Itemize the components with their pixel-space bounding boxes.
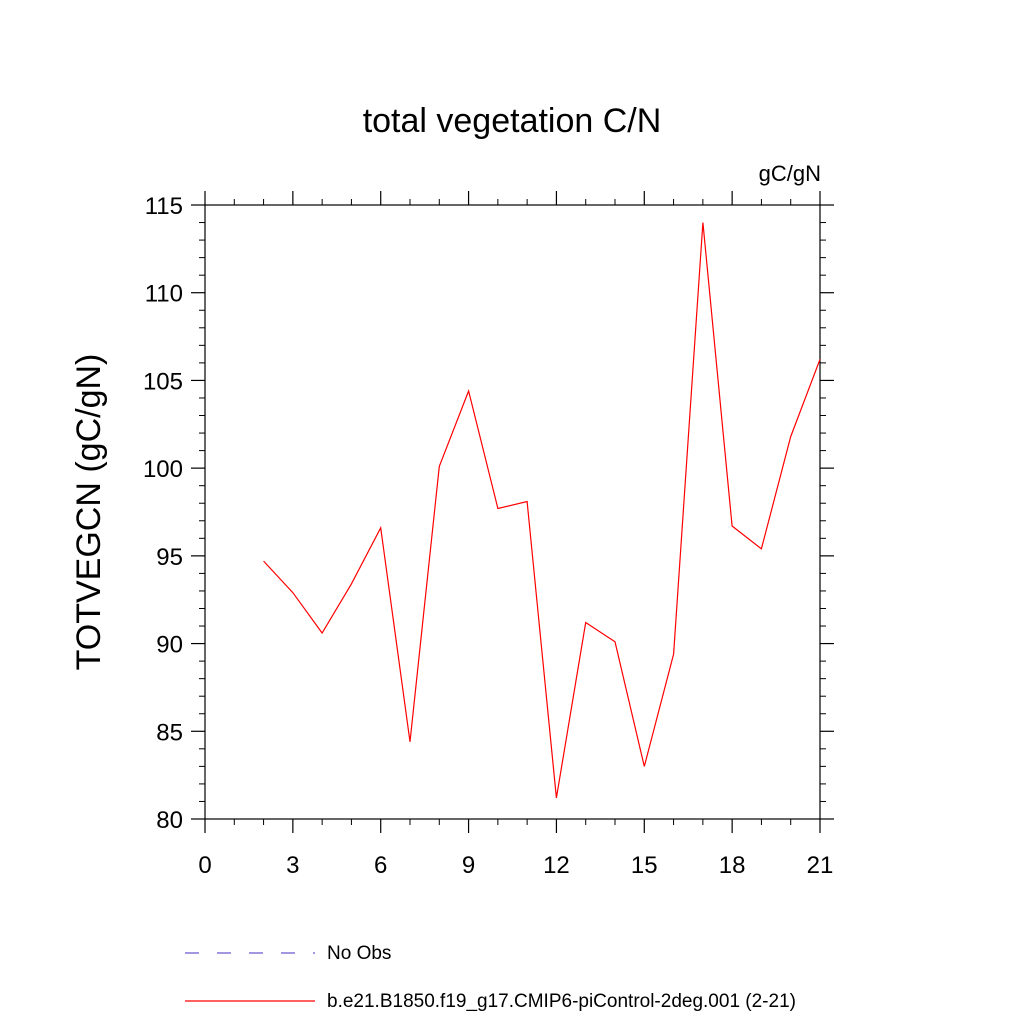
series-line-0 [263,222,821,798]
x-tick-label: 18 [719,852,746,879]
plot-frame [204,204,821,820]
y-tick-label: 115 [145,193,183,220]
x-tick-label: 6 [374,852,387,879]
legend: No Obs b.e21.B1850.f19_g17.CMIP6-piContr… [185,943,796,1012]
ticks-layer: 0 3 6 9 12 15 18 21 80 85 90 95 100 105 110 115 [143,191,834,879]
y-tick-label: 85 [156,719,183,746]
legend-label-no-obs: No Obs [327,943,391,964]
chart-title: total vegetation C/N [363,102,662,140]
legend-label-series: b.e21.B1850.f19_g17.CMIP6-piControl-2deg… [327,991,796,1012]
x-tick-label: 21 [807,852,834,879]
y-axis-label: TOTVEGCN (gC/gN) [70,354,108,671]
y-tick-label: 110 [145,281,183,308]
y-tick-label: 80 [156,807,183,834]
x-tick-label: 12 [543,852,570,879]
units-label: gC/gN [759,161,821,186]
y-tick-label: 90 [156,632,183,659]
x-tick-label: 0 [198,852,211,879]
x-tick-label: 15 [631,852,658,879]
series-layer [263,222,821,798]
x-tick-label: 3 [286,852,299,879]
y-tick-label: 100 [143,456,183,483]
y-tick-label: 95 [156,544,183,571]
x-tick-label: 9 [462,852,475,879]
y-tick-label: 105 [143,368,183,395]
